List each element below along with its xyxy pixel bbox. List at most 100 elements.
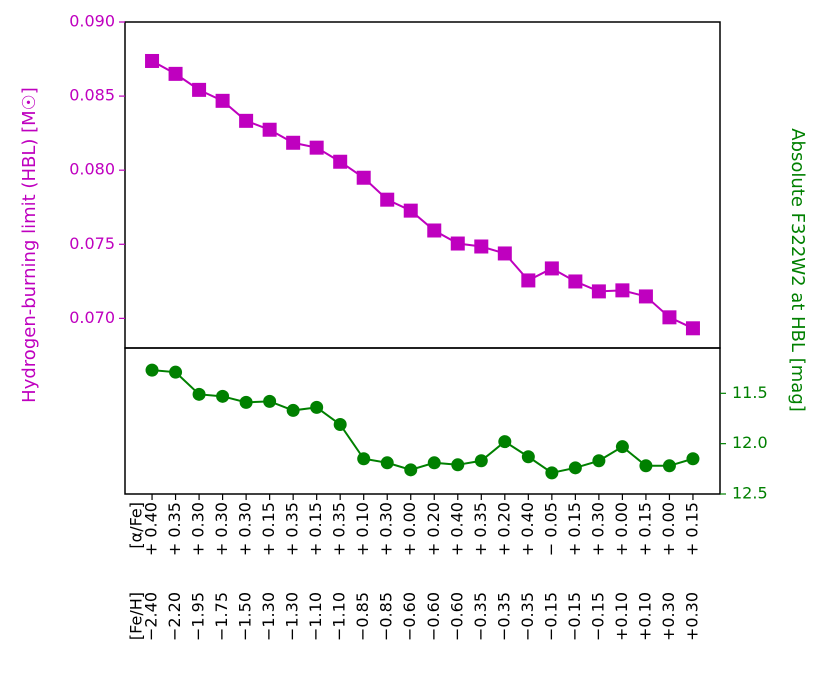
x-tick-label: + 0.15 <box>565 502 584 556</box>
marker <box>615 283 630 298</box>
marker <box>686 452 700 466</box>
marker <box>451 458 465 472</box>
y-tick-label: 0.080 <box>69 160 115 179</box>
x-tick-label: −0.35 <box>471 592 490 641</box>
x-tick-label: + 0.00 <box>612 502 631 556</box>
marker <box>404 463 418 477</box>
x-tick-label: + 0.10 <box>353 502 372 556</box>
marker <box>239 113 254 128</box>
marker <box>262 122 277 137</box>
x-tick-label: +0.30 <box>682 592 701 641</box>
marker <box>685 321 700 336</box>
x-tick-label: −0.15 <box>588 592 607 641</box>
x-tick-label: −0.85 <box>377 592 396 641</box>
marker <box>145 53 160 68</box>
x-tick-label: +0.10 <box>612 592 631 641</box>
x-tick-label: −0.85 <box>353 592 372 641</box>
x-tick-label: + 0.20 <box>494 502 513 556</box>
marker <box>310 400 324 414</box>
x-tick-label: +0.10 <box>635 592 654 641</box>
marker <box>638 289 653 304</box>
marker <box>309 140 324 155</box>
x-tick-label: −1.75 <box>212 592 231 641</box>
x-tick-label: − 0.05 <box>541 502 560 556</box>
panel-frame <box>124 21 721 349</box>
x-tick-label: + 0.15 <box>635 502 654 556</box>
x-tick-label: + 0.30 <box>588 502 607 556</box>
marker <box>591 284 606 299</box>
marker <box>662 310 677 325</box>
marker <box>639 459 653 473</box>
x-tick-label: + 0.00 <box>400 502 419 556</box>
marker <box>192 387 206 401</box>
x-tick-label: + 0.15 <box>259 502 278 556</box>
x-tick-label: + 0.20 <box>424 502 443 556</box>
marker <box>168 66 183 81</box>
marker <box>450 236 465 251</box>
series-line <box>151 369 694 474</box>
x-tick-label: −0.35 <box>518 592 537 641</box>
marker <box>662 459 676 473</box>
marker <box>545 466 559 480</box>
x-tick-label: + 0.15 <box>682 502 701 556</box>
marker <box>474 239 489 254</box>
x-tick-label: −0.15 <box>541 592 560 641</box>
marker <box>333 154 348 169</box>
marker <box>427 456 441 470</box>
marker <box>498 435 512 449</box>
x-tick-label: + 0.15 <box>306 502 325 556</box>
x-tick-label: −1.30 <box>259 592 278 641</box>
marker <box>145 363 159 377</box>
marker <box>357 452 371 466</box>
series-line <box>151 60 694 330</box>
x-tick-label: −0.60 <box>447 592 466 641</box>
x-tick-label: −1.95 <box>189 592 208 641</box>
marker <box>521 273 536 288</box>
x-tick-label: −1.50 <box>236 592 255 641</box>
x-tick-label: −0.35 <box>494 592 513 641</box>
marker <box>239 395 253 409</box>
x-tick-label: −2.40 <box>142 592 161 641</box>
marker <box>192 82 207 97</box>
x-tick-label: −0.15 <box>565 592 584 641</box>
marker <box>568 461 582 475</box>
marker <box>568 274 583 289</box>
marker <box>380 456 394 470</box>
marker <box>333 418 347 432</box>
marker <box>521 450 535 464</box>
x-tick-label: + 0.35 <box>471 502 490 556</box>
marker <box>169 365 183 379</box>
x-tick-label: −0.60 <box>400 592 419 641</box>
x-tick-label: + 0.40 <box>142 502 161 556</box>
x-tick-label: + 0.30 <box>377 502 396 556</box>
x-tick-label: +0.30 <box>659 592 678 641</box>
marker <box>286 135 301 150</box>
marker <box>263 394 277 408</box>
y-tick-label: 12.0 <box>732 433 768 452</box>
x-tick-label: + 0.30 <box>189 502 208 556</box>
x-tick-label: −1.30 <box>283 592 302 641</box>
x-row-label: [Fe/H] <box>127 592 146 640</box>
y-axis-label: Hydrogen-burning limit (HBL) [M☉] <box>19 87 40 403</box>
marker <box>216 389 230 403</box>
marker <box>427 223 442 238</box>
x-tick-label: + 0.35 <box>165 502 184 556</box>
x-tick-label: + 0.35 <box>283 502 302 556</box>
x-tick-label: + 0.35 <box>330 502 349 556</box>
y-tick-label: 0.085 <box>69 86 115 105</box>
x-tick-label: −0.60 <box>424 592 443 641</box>
x-tick-label: −1.10 <box>306 592 325 641</box>
x-tick-label: −2.20 <box>165 592 184 641</box>
panel-frame <box>124 347 721 495</box>
x-tick-label: −1.10 <box>330 592 349 641</box>
x-tick-label: + 0.30 <box>236 502 255 556</box>
x-tick-label: + 0.40 <box>518 502 537 556</box>
marker <box>215 93 230 108</box>
x-row-label: [α/Fe] <box>127 502 146 549</box>
marker <box>286 403 300 417</box>
x-tick-label: + 0.40 <box>447 502 466 556</box>
y-axis-label: Absolute F322W2 at HBL [mag] <box>787 128 808 412</box>
marker <box>592 454 606 468</box>
marker <box>356 170 371 185</box>
